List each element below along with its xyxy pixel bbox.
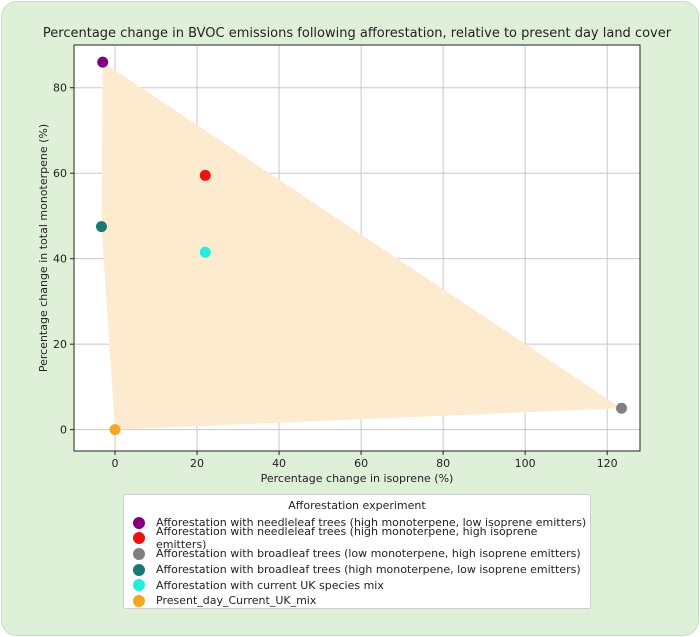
x-axis-label: Percentage change in isoprene (%) [261,472,454,485]
legend-item: Afforestation with broadleaf trees (high… [124,562,590,578]
data-points [95,56,628,436]
y-axis-label: Percentage change in total monoterpene (… [37,124,50,372]
legend-label: Afforestation with current UK species mi… [156,578,384,592]
legend-label: Afforestation with broadleaf trees (low … [156,547,581,561]
legend-marker [133,532,145,545]
legend-marker [133,579,145,592]
legend-marker [133,594,145,607]
data-point [109,424,121,436]
y-tick-label: 0 [60,424,67,437]
x-tick-label: 40 [272,457,286,470]
legend-item: Present_day_Current_UK_mix [124,593,590,609]
legend-label: Afforestation with broadleaf trees (high… [156,563,581,577]
y-tick-label: 60 [53,167,67,180]
legend-item: Afforestation with needleleaf trees (hig… [124,515,590,531]
legend-label: Afforestation with needleleaf trees (hig… [156,525,538,552]
data-point [199,169,211,181]
legend-item: Afforestation with broadleaf trees (low … [124,546,590,562]
data-point [199,246,211,258]
data-point [97,56,109,68]
y-tick-label: 80 [53,82,67,95]
x-tick-label: 0 [112,457,119,470]
legend-marker [133,516,145,529]
legend: Afforestation experiment Afforestation w… [123,494,591,609]
axis-ticks: 0 20 40 60 80 100 120 0 20 40 60 80 [53,82,618,470]
hull-area [101,62,622,430]
x-tick-label: 60 [354,457,368,470]
x-tick-label: 120 [597,457,618,470]
legend-item: Afforestation with current UK species mi… [124,577,590,593]
plot-frame [73,44,641,452]
x-tick-label: 80 [436,457,450,470]
data-point [95,221,107,233]
legend-label: Present_day_Current_UK_mix [156,594,317,608]
legend-title: Afforestation experiment [288,499,426,512]
data-point [616,402,628,414]
legend-label: Afforestation with needleleaf trees (hig… [156,516,587,530]
x-tick-label: 20 [190,457,204,470]
legend-marker [133,563,145,576]
legend-marker [133,547,145,560]
x-tick-label: 100 [515,457,536,470]
legend-item: Afforestation with needleleaf trees (hig… [124,525,590,551]
y-tick-label: 40 [53,253,67,266]
y-tick-label: 20 [53,338,67,351]
chart-title: Percentage change in BVOC emissions foll… [43,26,672,41]
